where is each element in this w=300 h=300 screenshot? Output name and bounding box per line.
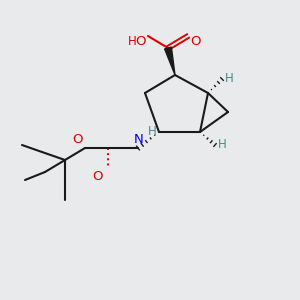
Text: O: O <box>190 35 200 48</box>
Text: O: O <box>92 170 103 183</box>
Text: O: O <box>73 133 83 146</box>
Text: H: H <box>218 139 227 152</box>
Text: H: H <box>128 35 137 48</box>
Text: H: H <box>225 73 234 85</box>
Text: N: N <box>134 133 144 146</box>
Polygon shape <box>165 47 175 75</box>
Text: H: H <box>148 125 157 138</box>
Text: O: O <box>136 35 146 48</box>
